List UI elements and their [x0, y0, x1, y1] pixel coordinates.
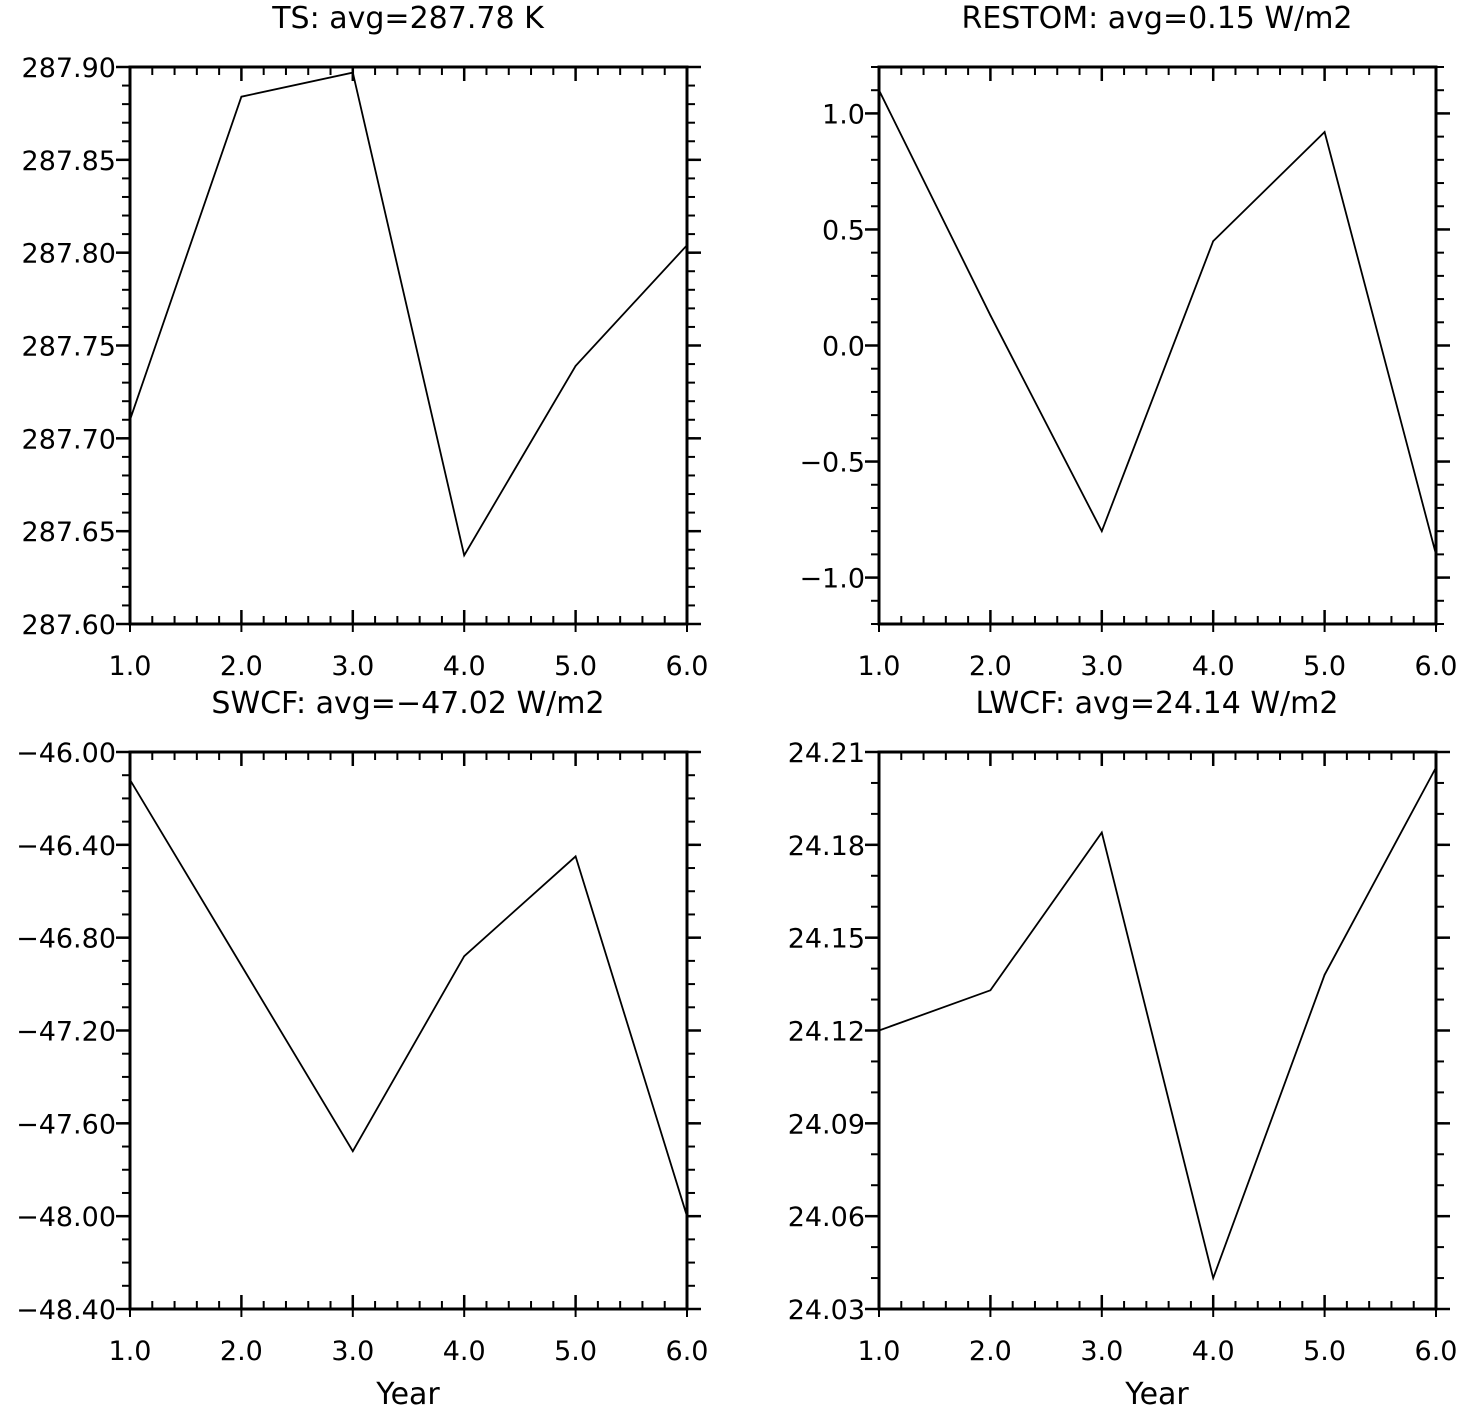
y-tick-label: 287.70	[22, 424, 116, 455]
x-tick-label: 5.0	[554, 1336, 597, 1367]
y-tick-label: −46.40	[16, 831, 116, 862]
x-tick-label: 1.0	[858, 651, 901, 682]
x-axis-label: Year	[1124, 1377, 1189, 1409]
data-point	[686, 244, 688, 247]
x-tick-label: 3.0	[1080, 651, 1123, 682]
data-point	[1101, 831, 1103, 834]
panel-lwcf: LWCF: avg=24.14 W/m2 Year 1.0 2.0 3.0 4.0 5.…	[788, 686, 1457, 1409]
y-tick-label: 287.75	[22, 332, 116, 363]
data-point	[878, 1029, 880, 1032]
x-tick-label: 6.0	[1415, 651, 1457, 682]
y-tick-label: 24.18	[788, 831, 865, 862]
data-point	[1323, 131, 1326, 133]
panel-title: SWCF: avg=−47.02 W/m2	[211, 686, 604, 721]
x-tick-label: 6.0	[1415, 1336, 1457, 1367]
data-point	[686, 1215, 688, 1217]
data-point	[352, 1150, 354, 1152]
y-tick-label: −47.20	[16, 1017, 116, 1048]
x-tick-label: 2.0	[220, 1336, 263, 1367]
y-tick-label: 24.12	[788, 1017, 865, 1048]
panel-title: TS: avg=287.78 K	[271, 1, 545, 36]
data-point	[129, 418, 131, 421]
x-tick-label: 4.0	[1192, 1336, 1235, 1367]
data-point	[1435, 766, 1437, 769]
y-tick-label: −46.00	[16, 738, 116, 769]
y-tick-label: 287.85	[22, 146, 116, 177]
data-point	[574, 855, 577, 858]
y-tick-label: 287.90	[22, 53, 116, 84]
y-tick-label: 0.0	[822, 332, 865, 363]
data-point	[463, 955, 466, 958]
y-tick-label: −48.00	[16, 1202, 116, 1233]
data-point	[989, 314, 992, 317]
x-tick-label: 4.0	[443, 651, 486, 682]
y-tick-label: −47.60	[16, 1109, 116, 1140]
x-tick-label: 1.0	[109, 651, 152, 682]
x-tick-label: 1.0	[858, 1336, 901, 1367]
data-point	[463, 554, 466, 557]
x-tick-label: 2.0	[969, 651, 1012, 682]
y-tick-label: 0.5	[822, 215, 865, 246]
y-tick-label: 1.0	[822, 99, 865, 130]
series-line	[129, 779, 688, 1217]
y-tick-label: 24.09	[788, 1109, 865, 1140]
x-tick-label: 3.0	[331, 1336, 374, 1367]
x-tick-label: 5.0	[1303, 1336, 1346, 1367]
x-tick-label: 4.0	[1192, 651, 1235, 682]
x-tick-label: 6.0	[666, 1336, 709, 1367]
y-tick-label: −46.80	[16, 924, 116, 955]
x-tick-label: 2.0	[969, 1336, 1012, 1367]
x-tick-label: 3.0	[331, 651, 374, 682]
data-point	[1101, 530, 1103, 532]
plot-frame	[877, 750, 1438, 1311]
data-point	[989, 989, 992, 992]
panel-swcf: SWCF: avg=−47.02 W/m2 Year 1.0 2.0 3.0 4.0 5…	[16, 686, 708, 1409]
plot-frame	[128, 750, 689, 1311]
panel-restom: RESTOM: avg=0.15 W/m2 1.0 2.0 3.0 4.0 5.0 6.0…	[799, 1, 1457, 682]
x-axis-label: Year	[375, 1377, 440, 1409]
y-tick-label: 287.65	[22, 517, 116, 548]
x-tick-label: 3.0	[1080, 1336, 1123, 1367]
x-tick-label: 2.0	[220, 651, 263, 682]
data-point	[878, 89, 880, 92]
data-point	[1435, 553, 1437, 556]
panel-ts: TS: avg=287.78 K 1.0 2.0 3.0 4.0 5.0 6.0 287.9…	[22, 1, 709, 682]
y-tick-label: 24.15	[788, 924, 865, 955]
y-tick-label: 287.60	[22, 610, 116, 641]
panel-title: RESTOM: avg=0.15 W/m2	[961, 1, 1352, 36]
y-tick-label: 287.80	[22, 239, 116, 270]
plot-frame	[128, 65, 689, 626]
series-line	[878, 767, 1437, 1282]
panel-title: LWCF: avg=24.14 W/m2	[976, 686, 1339, 721]
x-tick-label: 5.0	[1303, 651, 1346, 682]
y-tick-label: 24.21	[788, 738, 865, 769]
data-point	[352, 71, 354, 74]
series-line	[129, 71, 688, 558]
x-tick-label: 6.0	[666, 651, 709, 682]
y-tick-label: −0.5	[799, 448, 865, 479]
data-point	[240, 95, 243, 98]
x-tick-label: 1.0	[109, 1336, 152, 1367]
y-tick-label: 24.06	[788, 1202, 865, 1233]
plot-frame	[877, 65, 1438, 626]
data-point	[240, 964, 243, 967]
y-tick-label: −1.0	[799, 564, 865, 595]
y-tick-label: −48.40	[16, 1295, 116, 1326]
x-tick-label: 5.0	[554, 651, 597, 682]
series-line	[878, 89, 1437, 555]
data-point	[1212, 1277, 1214, 1279]
data-point	[1323, 974, 1326, 976]
data-point	[574, 365, 577, 367]
x-tick-label: 4.0	[443, 1336, 486, 1367]
data-point	[129, 779, 131, 781]
data-point	[1212, 240, 1214, 242]
y-tick-label: 24.03	[788, 1295, 865, 1326]
